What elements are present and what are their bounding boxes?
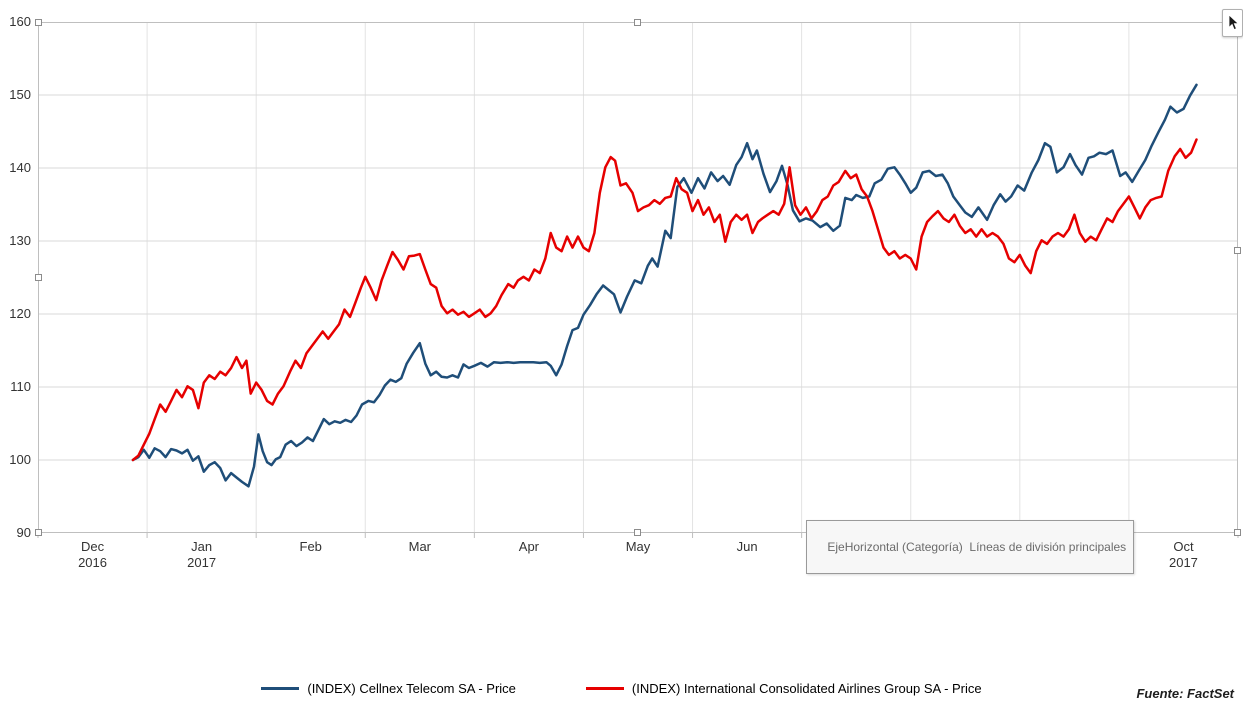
selection-handle-top-middle[interactable] [634, 19, 641, 26]
x-axis-label: Oct 2017 [1168, 539, 1198, 570]
y-axis-label: 140 [9, 160, 31, 175]
x-axis-label: Mar [408, 539, 431, 554]
selection-handle-bottom-middle[interactable] [634, 529, 641, 536]
x-axis-label: Jan 2017 [187, 539, 217, 570]
x-axis-label: Feb [299, 539, 322, 554]
legend-swatch-iag [585, 687, 624, 690]
x-axis-label: Apr [518, 539, 540, 554]
selection-handle-top-left[interactable] [35, 19, 42, 26]
legend: (INDEX) Cellnex Telecom SA - Price (INDE… [0, 681, 1243, 696]
legend-label-iag: (INDEX) International Consolidated Airli… [631, 681, 982, 696]
selection-handle-middle-right[interactable] [1234, 247, 1241, 254]
legend-item-cellnex[interactable]: (INDEX) Cellnex Telecom SA - Price [261, 681, 516, 696]
plot-frame [38, 22, 1238, 533]
axis-tooltip-text: EjeHorizontal (Categoría) Líneas de divi… [827, 540, 1127, 554]
y-axis-label: 160 [9, 14, 31, 29]
plot-svg [37, 22, 1239, 538]
axis-tooltip: EjeHorizontal (Categoría) Líneas de divi… [806, 520, 1135, 574]
cursor-arrow-icon [1228, 14, 1239, 30]
x-axis-label: Dec 2016 [78, 539, 107, 570]
series-line-0[interactable] [131, 83, 1198, 488]
y-axis-label: 150 [9, 87, 31, 102]
selection-handle-bottom-right[interactable] [1234, 529, 1241, 536]
x-axis-label: May [625, 539, 651, 554]
legend-item-iag[interactable]: (INDEX) International Consolidated Airli… [585, 681, 982, 696]
x-axis-label: Jun [736, 539, 758, 554]
y-axis-label: 120 [9, 306, 31, 321]
legend-swatch-cellnex [261, 687, 300, 690]
selection-handle-middle-left[interactable] [35, 274, 42, 281]
y-axis-label: 90 [16, 525, 31, 540]
y-axis-label: 130 [9, 233, 31, 248]
y-axis-label: 110 [10, 379, 31, 394]
legend-label-cellnex: (INDEX) Cellnex Telecom SA - Price [307, 681, 516, 696]
selection-handle-bottom-left[interactable] [35, 529, 42, 536]
cursor-icon [1222, 9, 1243, 37]
plot-area[interactable] [37, 22, 1239, 538]
series-line-1[interactable] [131, 138, 1198, 462]
source-credit: Fuente: FactSet [1136, 686, 1234, 701]
y-axis-label: 100 [9, 452, 31, 467]
